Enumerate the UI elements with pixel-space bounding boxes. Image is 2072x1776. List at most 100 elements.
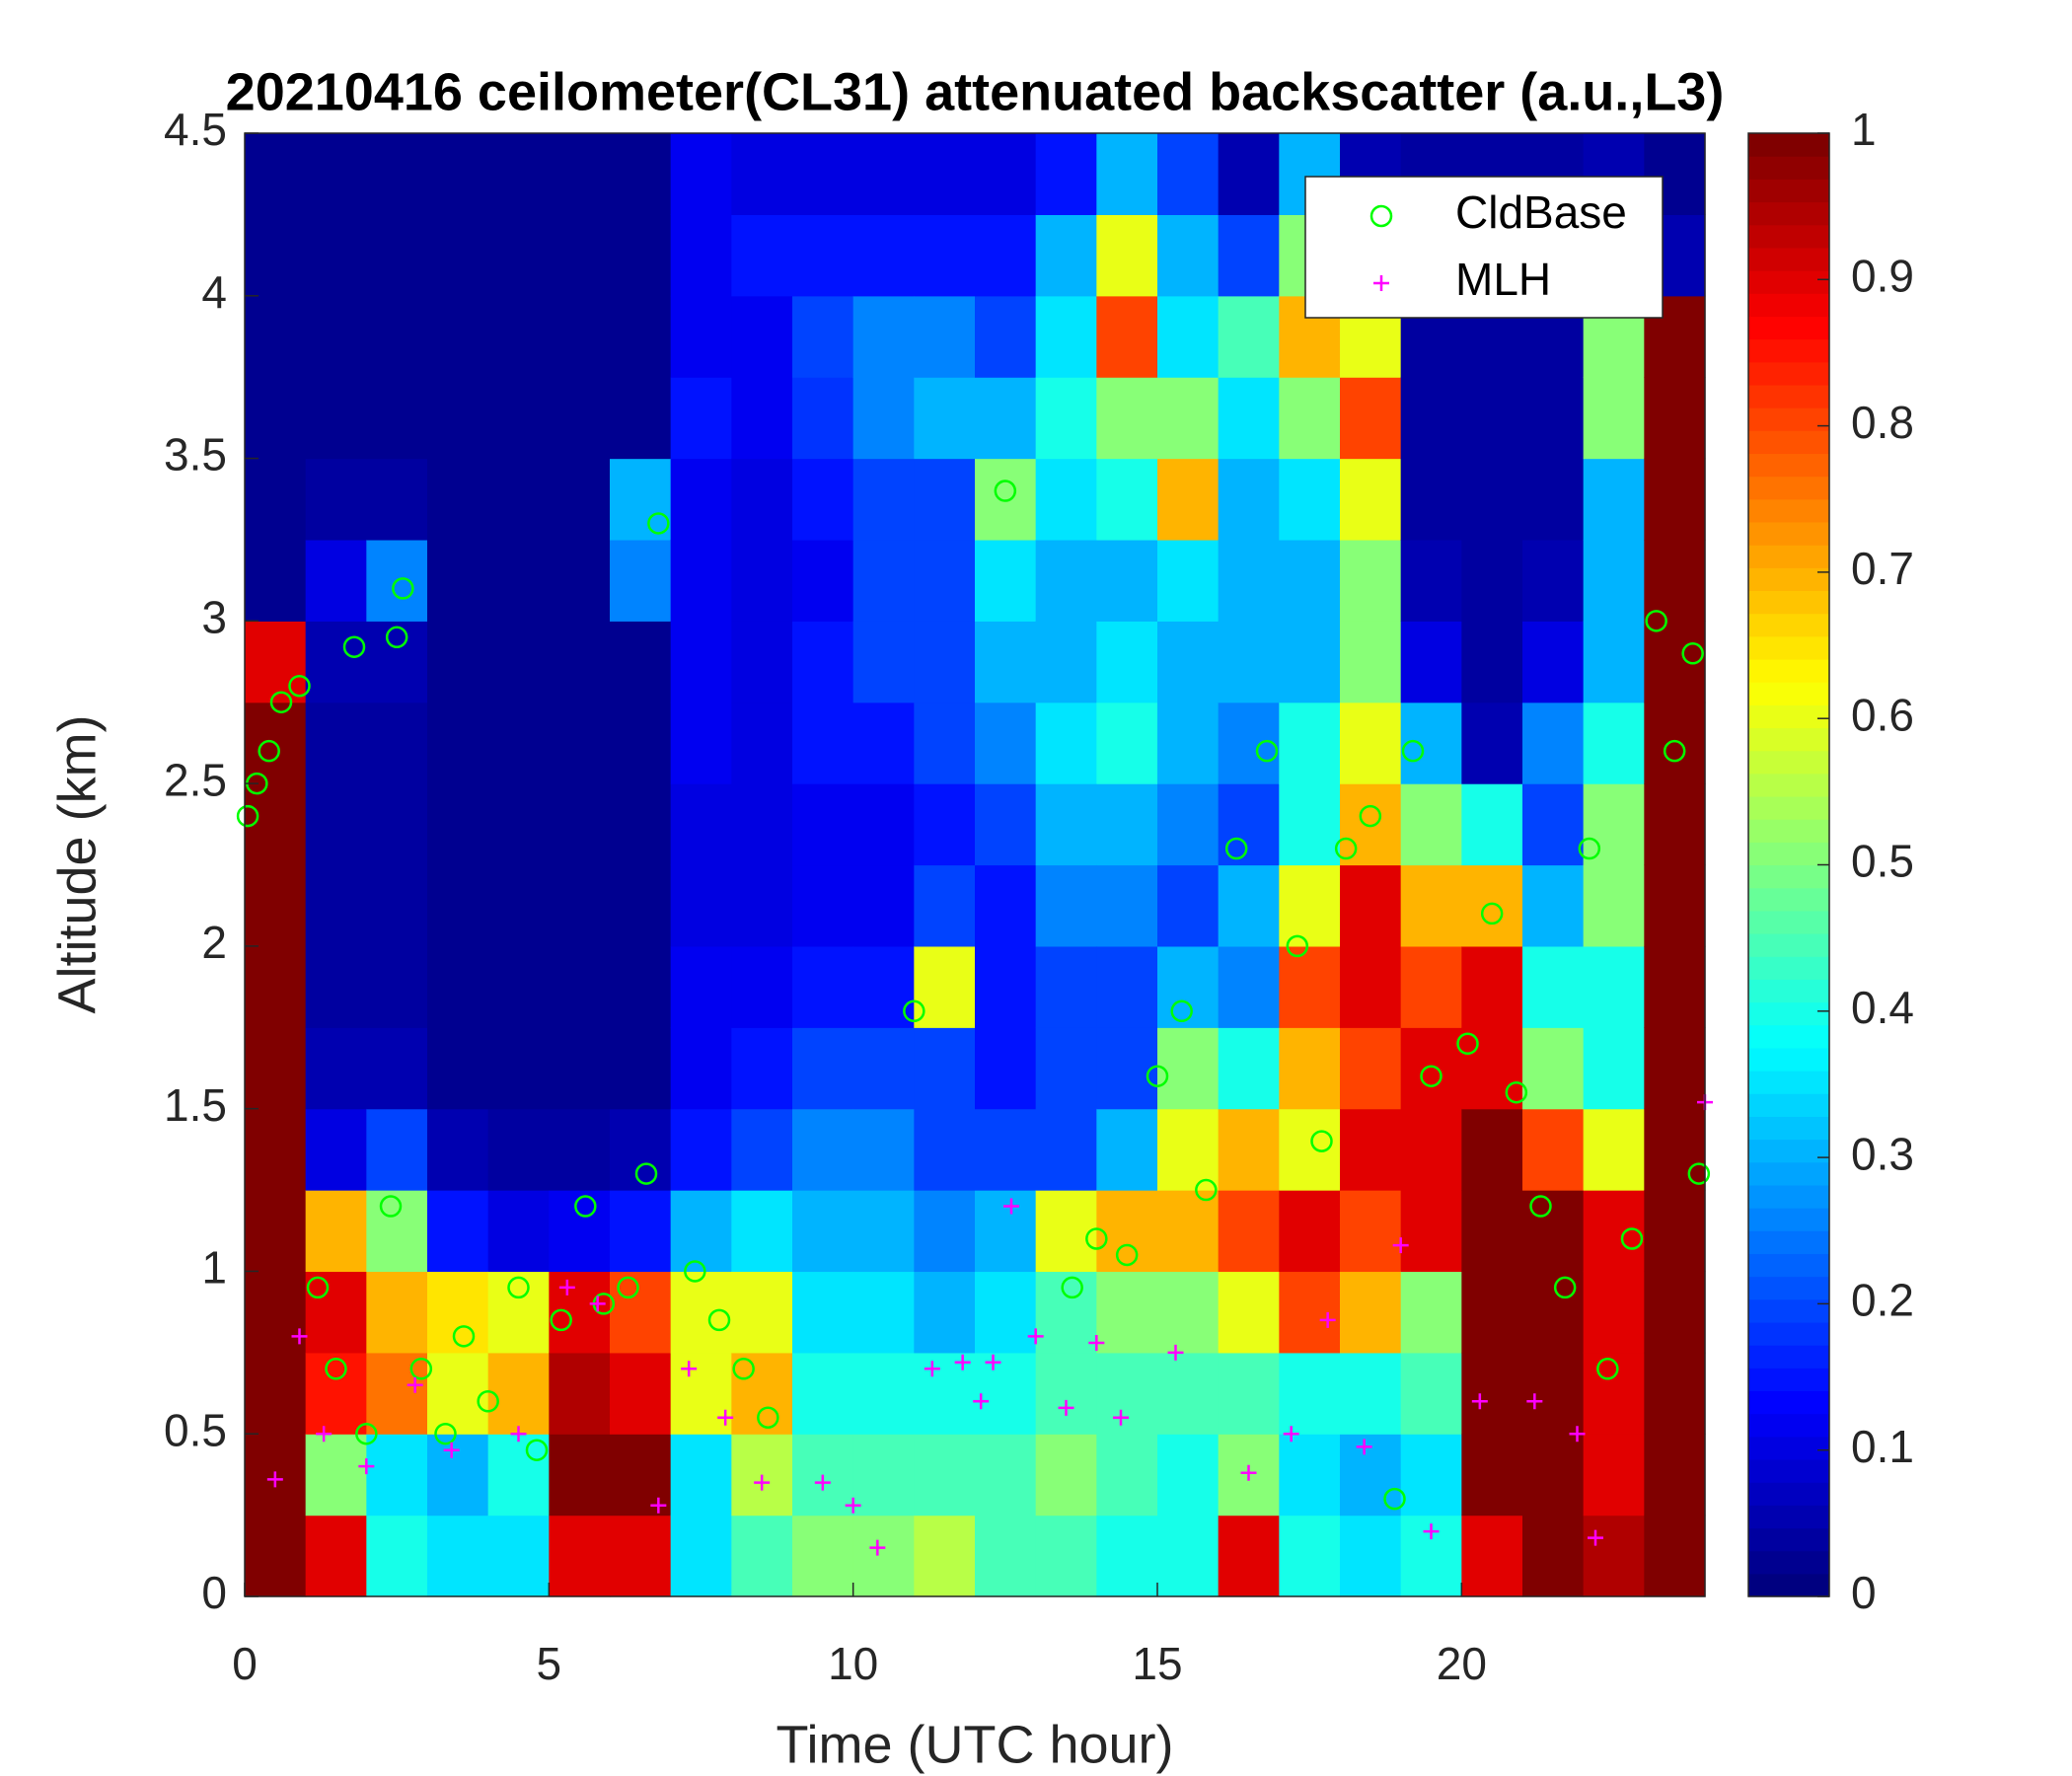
heatmap-cell <box>487 945 550 1028</box>
heatmap-cell <box>731 945 793 1028</box>
heatmap-cell <box>1218 702 1280 784</box>
heatmap-cell <box>975 783 1037 866</box>
x-tick-label: 20 <box>1437 1638 1487 1689</box>
mlh-marker <box>1058 1399 1074 1416</box>
heatmap-cell <box>427 1108 489 1191</box>
heatmap-cell <box>1644 1352 1706 1435</box>
cloud-base-marker <box>550 1308 572 1332</box>
heatmap-cell <box>1096 864 1158 947</box>
heatmap-cell <box>1461 864 1523 947</box>
heatmap-cell <box>1157 783 1220 866</box>
heatmap-cell <box>610 1352 672 1435</box>
heatmap-cell <box>1522 1515 1585 1597</box>
heatmap-cell <box>245 377 307 460</box>
heatmap-cell <box>975 1434 1037 1517</box>
heatmap-cell <box>1279 1352 1341 1435</box>
heatmap-cell <box>1583 1190 1645 1273</box>
heatmap-cell <box>792 1352 854 1435</box>
heatmap-cell <box>975 133 1037 215</box>
cloud-base-marker <box>1359 804 1382 828</box>
heatmap-cell <box>427 1271 489 1354</box>
mlh-marker <box>1471 1393 1488 1410</box>
heatmap-cell <box>731 295 793 378</box>
heatmap-cell <box>1157 214 1220 297</box>
heatmap-cell <box>1035 621 1097 703</box>
heatmap-cell <box>1461 1352 1523 1435</box>
heatmap-cell <box>1340 1190 1402 1273</box>
heatmap-cell <box>1218 1352 1280 1435</box>
heatmap-cell <box>305 133 367 215</box>
heatmap-cell <box>975 945 1037 1028</box>
colorbar-band <box>1748 1550 1829 1575</box>
heatmap-cell <box>731 702 793 784</box>
heatmap-cell <box>1157 1271 1220 1354</box>
heatmap-cell <box>1522 945 1585 1028</box>
heatmap-cell <box>975 539 1037 622</box>
cloud-base-marker <box>1286 934 1309 958</box>
heatmap-cell <box>1096 1434 1158 1517</box>
mlh-marker <box>869 1539 886 1556</box>
heatmap-cell <box>487 214 550 297</box>
colorbar-tick-label: 0.7 <box>1851 543 1914 594</box>
heatmap-cell <box>549 1434 611 1517</box>
heatmap-cell <box>610 1515 672 1597</box>
colorbar-band <box>1748 704 1829 729</box>
colorbar-band <box>1748 270 1829 294</box>
heatmap-cell <box>1035 1271 1097 1354</box>
cloud-base-marker <box>1420 1065 1443 1087</box>
heatmap-cell <box>1461 458 1523 541</box>
cloud-base-marker <box>574 1195 597 1218</box>
heatmap-cell <box>549 783 611 866</box>
heatmap-cell <box>1035 1434 1097 1517</box>
colorbar-band <box>1748 1298 1829 1323</box>
heatmap-cell <box>305 702 367 784</box>
heatmap-cell <box>1035 295 1097 378</box>
heatmap-cell <box>1340 539 1402 622</box>
colorbar-band <box>1748 179 1829 203</box>
colorbar-band <box>1748 1573 1829 1597</box>
cloud-base-marker <box>269 691 293 713</box>
cloud-base-marker <box>392 577 414 600</box>
heatmap-cell <box>305 783 367 866</box>
heatmap-cell <box>1035 783 1097 866</box>
heatmap-cell <box>1400 458 1462 541</box>
colorbar-band <box>1748 933 1829 957</box>
heatmap-cell <box>1035 945 1097 1028</box>
heatmap-cell <box>487 539 550 622</box>
colorbar-band <box>1748 1368 1829 1392</box>
heatmap-cell <box>1279 1190 1341 1273</box>
heatmap-cell <box>792 377 854 460</box>
colorbar-band <box>1748 682 1829 705</box>
heatmap-cell <box>731 1271 793 1354</box>
heatmap-cell <box>610 1434 672 1517</box>
heatmap-cell <box>427 1190 489 1273</box>
heatmap-cell <box>1340 458 1402 541</box>
heatmap-cell <box>610 295 672 378</box>
cloud-base-marker <box>994 480 1017 502</box>
colorbar-tick-label: 0.1 <box>1851 1421 1914 1472</box>
heatmap-cell <box>1461 539 1523 622</box>
cloud-base-marker <box>507 1276 530 1299</box>
colorbar-band <box>1748 293 1829 317</box>
heatmap-cell <box>975 295 1037 378</box>
cloud-base-marker <box>1195 1178 1218 1202</box>
colorbar-band <box>1748 1390 1829 1415</box>
cloud-base-marker <box>1620 1227 1644 1250</box>
heatmap-cell <box>1096 621 1158 703</box>
cloud-base-marker <box>1456 1032 1479 1056</box>
heatmap-cell <box>975 864 1037 947</box>
heatmap-cell <box>914 1190 976 1273</box>
heatmap-cell <box>1340 1027 1402 1110</box>
heatmap-cell <box>1218 295 1280 378</box>
heatmap-cell <box>731 621 793 703</box>
heatmap-cell <box>427 945 489 1028</box>
heatmap-cell <box>1400 1190 1462 1273</box>
heatmap-cell <box>852 214 915 297</box>
mlh-marker <box>316 1426 333 1443</box>
heatmap-cell <box>366 702 428 784</box>
heatmap-cell <box>1157 1108 1220 1191</box>
mlh-marker <box>1283 1426 1299 1443</box>
heatmap-cell <box>852 458 915 541</box>
heatmap-cell <box>670 1027 732 1110</box>
heatmap-cell <box>245 1271 307 1354</box>
